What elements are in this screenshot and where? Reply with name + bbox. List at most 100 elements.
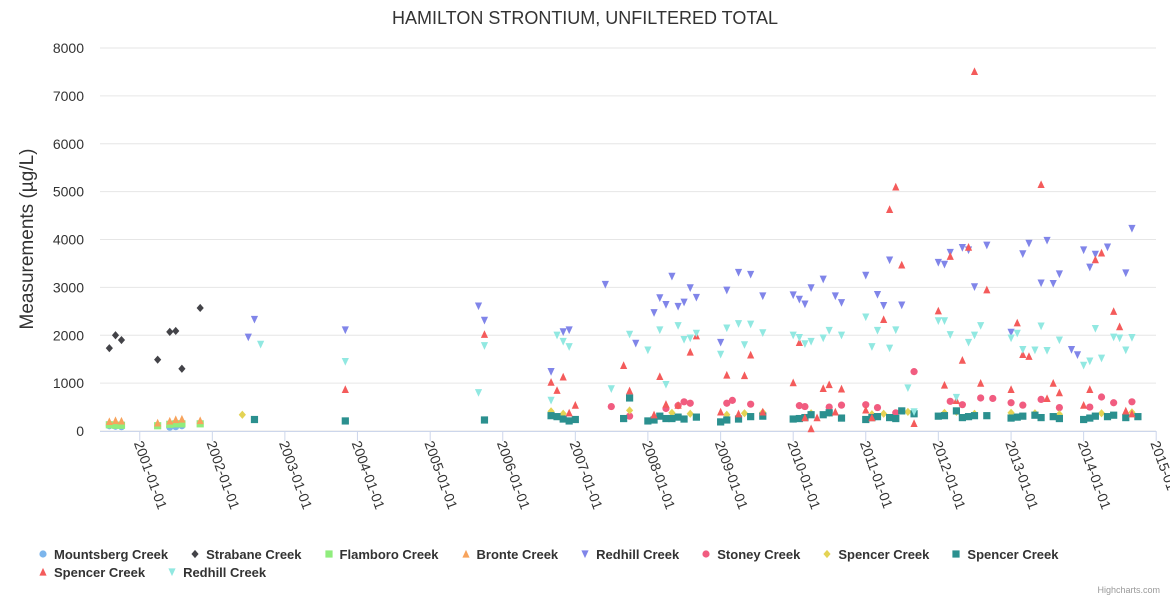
data-point [656,372,664,381]
x-tick-label: 2011-01-01 [857,439,896,511]
data-point [958,244,966,252]
y-tick-label: 4000 [53,232,84,248]
data-point [892,409,900,417]
legend-item[interactable]: Strabane Creek [190,546,302,562]
data-point [940,380,949,389]
data-point [1080,415,1088,424]
data-point [559,415,567,423]
data-point [759,329,767,337]
data-point [1025,352,1033,360]
data-point [795,402,803,410]
legend-label: Mountsberg Creek [54,546,169,562]
data-point [650,416,658,424]
legend-label: Strabane Creek [206,546,302,562]
data-point [795,295,803,304]
data-point [1122,269,1130,278]
data-point [886,344,894,353]
legend-item[interactable]: Redhill Creek [167,564,266,580]
data-point [480,342,489,350]
data-point [747,350,755,359]
data-point [111,416,120,425]
data-point [734,415,743,423]
data-point [759,292,767,301]
data-point [1019,412,1027,420]
data-point [789,331,797,340]
data-point [1055,414,1063,423]
data-point [873,413,882,421]
data-point [686,409,694,418]
series-group [105,414,204,427]
data-point [910,368,918,376]
data-point [886,413,894,422]
data-point [970,67,979,76]
data-point [759,412,767,420]
legend-label: Spencer Creek [54,564,146,580]
data-point [1037,279,1045,288]
data-point [886,256,894,265]
data-point [154,355,162,364]
data-point [625,394,634,402]
x-tick-label: 2001-01-01 [131,439,171,512]
credits-link[interactable]: Highcharts.com [1097,585,1160,595]
legend-item[interactable]: Spencer Creek [822,546,929,562]
data-point [1091,255,1099,264]
data-point [1031,346,1039,355]
data-point [480,330,489,338]
data-point [1013,318,1021,327]
y-axis-title: Measurements (µg/L) [17,149,38,330]
data-point [1116,322,1124,331]
data-point [819,334,827,343]
data-point [970,412,979,420]
data-point [625,386,634,395]
data-point [983,241,991,250]
legend-item[interactable]: Bronte Creek [461,546,558,562]
data-point [166,327,174,336]
legend-item[interactable]: Stoney Creek [701,546,800,562]
legend-item[interactable]: Spencer Creek [38,564,145,580]
data-point [740,371,749,380]
data-point [553,413,561,421]
legend-item[interactable]: Redhill Creek [580,546,679,562]
data-point [801,402,809,411]
series-group [244,224,1136,376]
series-group [250,394,1142,426]
data-point [1128,398,1136,406]
chart-legend: Mountsberg Creek Strabane Creek Flamboro C… [38,546,1148,582]
legend-item[interactable]: Mountsberg Creek [38,546,168,562]
data-point [117,335,126,345]
legend-item[interactable]: Spencer Creek [951,546,1058,562]
data-point [970,283,979,291]
data-point [1091,250,1099,259]
data-point [868,413,876,422]
data-point [1019,346,1027,354]
data-point [898,301,906,310]
data-point [952,393,961,402]
data-point [547,368,555,376]
legend-item[interactable]: Flamboro Creek [324,546,439,562]
data-point [873,326,882,335]
data-point [571,401,579,409]
legend-marker [191,549,199,559]
data-point [250,415,259,424]
data-point [862,405,870,414]
data-point [747,413,755,421]
data-point [873,403,882,412]
data-point [825,409,833,417]
data-point [662,400,670,408]
data-point [740,409,749,418]
chart: HAMILTON STRONTIUM, UNFILTERED TOTAL 0 10… [17,8,1170,512]
data-point [892,182,900,191]
data-point [1122,346,1130,355]
data-point [837,401,846,409]
data-point [620,361,628,370]
y-tick-label: 8000 [53,40,84,56]
data-point [898,407,906,415]
data-point [625,412,634,420]
data-point [892,414,900,423]
data-point [940,412,949,420]
legend-marker-icon [461,549,470,558]
data-point [813,413,821,422]
data-point [668,408,676,417]
data-point [178,420,186,428]
data-point [989,394,997,403]
